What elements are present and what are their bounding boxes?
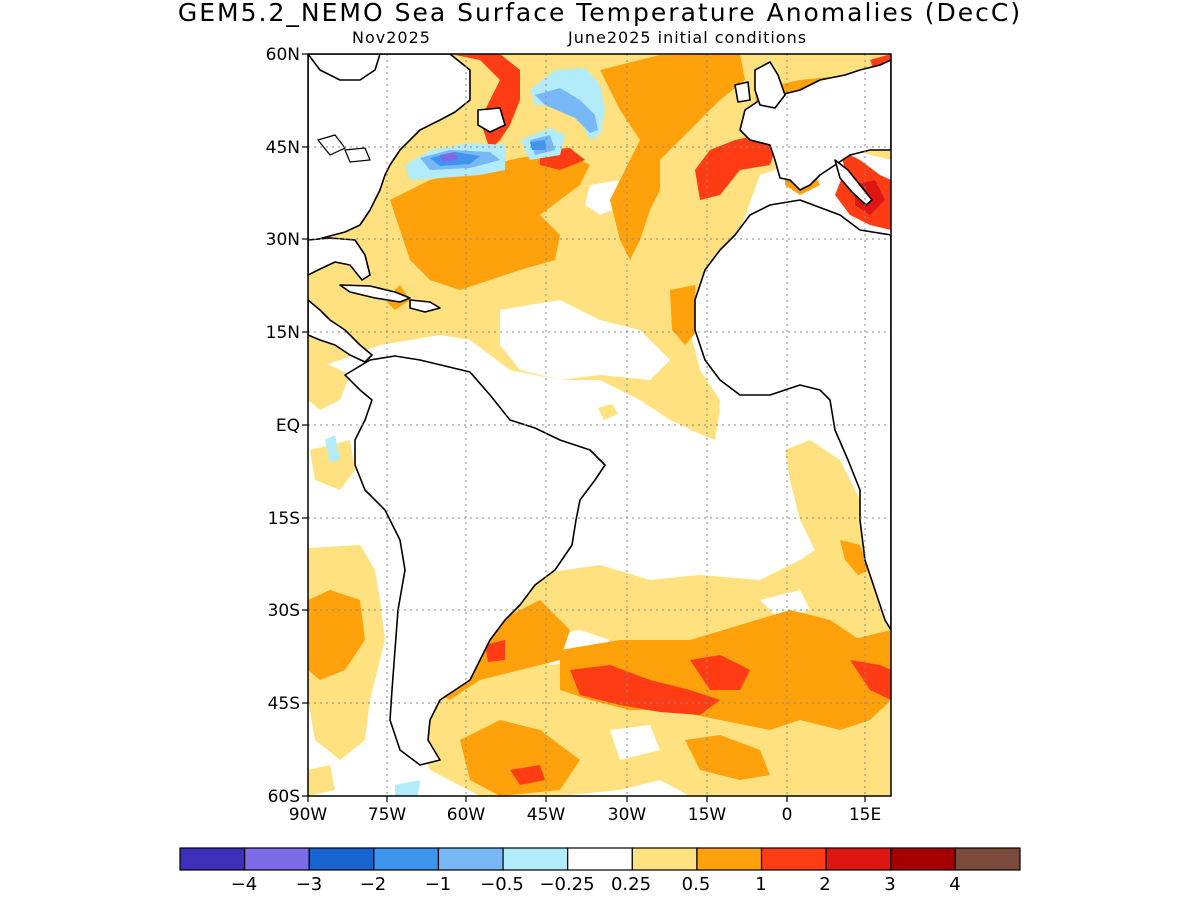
north-america-land: [308, 54, 471, 241]
anomaly-field: [308, 54, 891, 796]
colorbar-tick-label: 1: [755, 874, 766, 895]
south-america-land: [344, 355, 606, 766]
lat-label: 30S: [268, 601, 300, 621]
gulf-coast-land: [308, 237, 371, 281]
colorbar-labels: −4 −3 −2 −1 −0.5 −0.25 0.25 0.5 1 2 3 4: [231, 874, 961, 895]
colorbar-swatch: [760, 847, 827, 871]
lat-label: 60S: [268, 787, 300, 807]
lon-label: 0: [782, 805, 793, 825]
hispaniola-island: [409, 299, 441, 313]
lon-label: 45W: [527, 805, 566, 825]
colorbar-swatch: [502, 847, 569, 871]
anomaly-minus-2-3: [440, 152, 458, 162]
colorbar-swatch: [179, 847, 246, 871]
colorbar-tick-label: −4: [231, 874, 258, 895]
colorbar-tick-label: 3: [884, 874, 895, 895]
colorbar-tick-label: 0.5: [682, 874, 711, 895]
forecast-month: Nov2025: [352, 28, 431, 47]
colorbar-swatch: [373, 847, 440, 871]
great-lakes: [316, 134, 371, 163]
lon-label: 60W: [447, 805, 486, 825]
lat-label: 15N: [266, 323, 300, 343]
colorbar-swatch: [567, 847, 633, 871]
initial-conditions-label: June2025 initial conditions: [568, 28, 808, 47]
colorbar-swatch: [696, 847, 763, 871]
graticule: [308, 54, 891, 796]
lon-tick-marks: [307, 796, 866, 802]
europe-land: [739, 59, 891, 191]
italy-peninsula: [834, 159, 873, 206]
latitude-axis: 60N 45N 30N 15N EQ 15S 30S 45S 60S: [266, 45, 300, 807]
central-america-land: [308, 299, 373, 363]
colorbar-tick-label: 4: [949, 874, 960, 895]
lon-label: 15E: [849, 805, 881, 825]
colorbar-tick-label: 2: [819, 874, 830, 895]
lon-label: 15W: [688, 805, 727, 825]
colorbar-tick-label: 0.25: [611, 874, 651, 895]
colorbar-tick-label: −3: [296, 874, 323, 895]
lon-label: 75W: [368, 805, 407, 825]
ireland-island: [734, 81, 751, 103]
colorbar-swatch: [825, 847, 892, 871]
colorbar-swatch: [954, 847, 1021, 871]
colorbar-swatch: [437, 847, 504, 871]
lon-label: 30W: [608, 805, 647, 825]
longitude-axis: 90W 75W 60W 45W 30W 15W 0 15E: [289, 805, 881, 825]
lat-label: EQ: [276, 416, 300, 436]
lat-label: 45S: [268, 694, 300, 714]
newfoundland-island: [477, 107, 506, 133]
colorbar-tick-label: −1: [425, 874, 452, 895]
britain-island: [754, 61, 786, 109]
greenland-land: [308, 54, 381, 81]
colorbar: [179, 847, 1021, 871]
colorbar-swatch: [631, 847, 698, 871]
lat-label: 30N: [266, 230, 300, 250]
colorbar-swatch: [308, 847, 375, 871]
lat-label: 60N: [266, 45, 300, 65]
lat-tick-marks: [302, 53, 308, 797]
colorbar-tick-label: −0.5: [480, 874, 524, 895]
africa-land: [694, 199, 891, 631]
colorbar-swatch: [890, 847, 956, 871]
land-masses: [308, 54, 891, 766]
colorbar-tick-label: −2: [360, 874, 387, 895]
chart-title: GEM5.2_NEMO Sea Surface Temperature Anom…: [177, 0, 1023, 27]
cuba-island: [339, 284, 411, 303]
lat-label: 15S: [268, 509, 300, 529]
lon-label: 90W: [289, 805, 328, 825]
lat-label: 45N: [266, 138, 300, 158]
colorbar-swatch: [244, 847, 310, 871]
colorbar-tick-label: −0.25: [539, 874, 594, 895]
